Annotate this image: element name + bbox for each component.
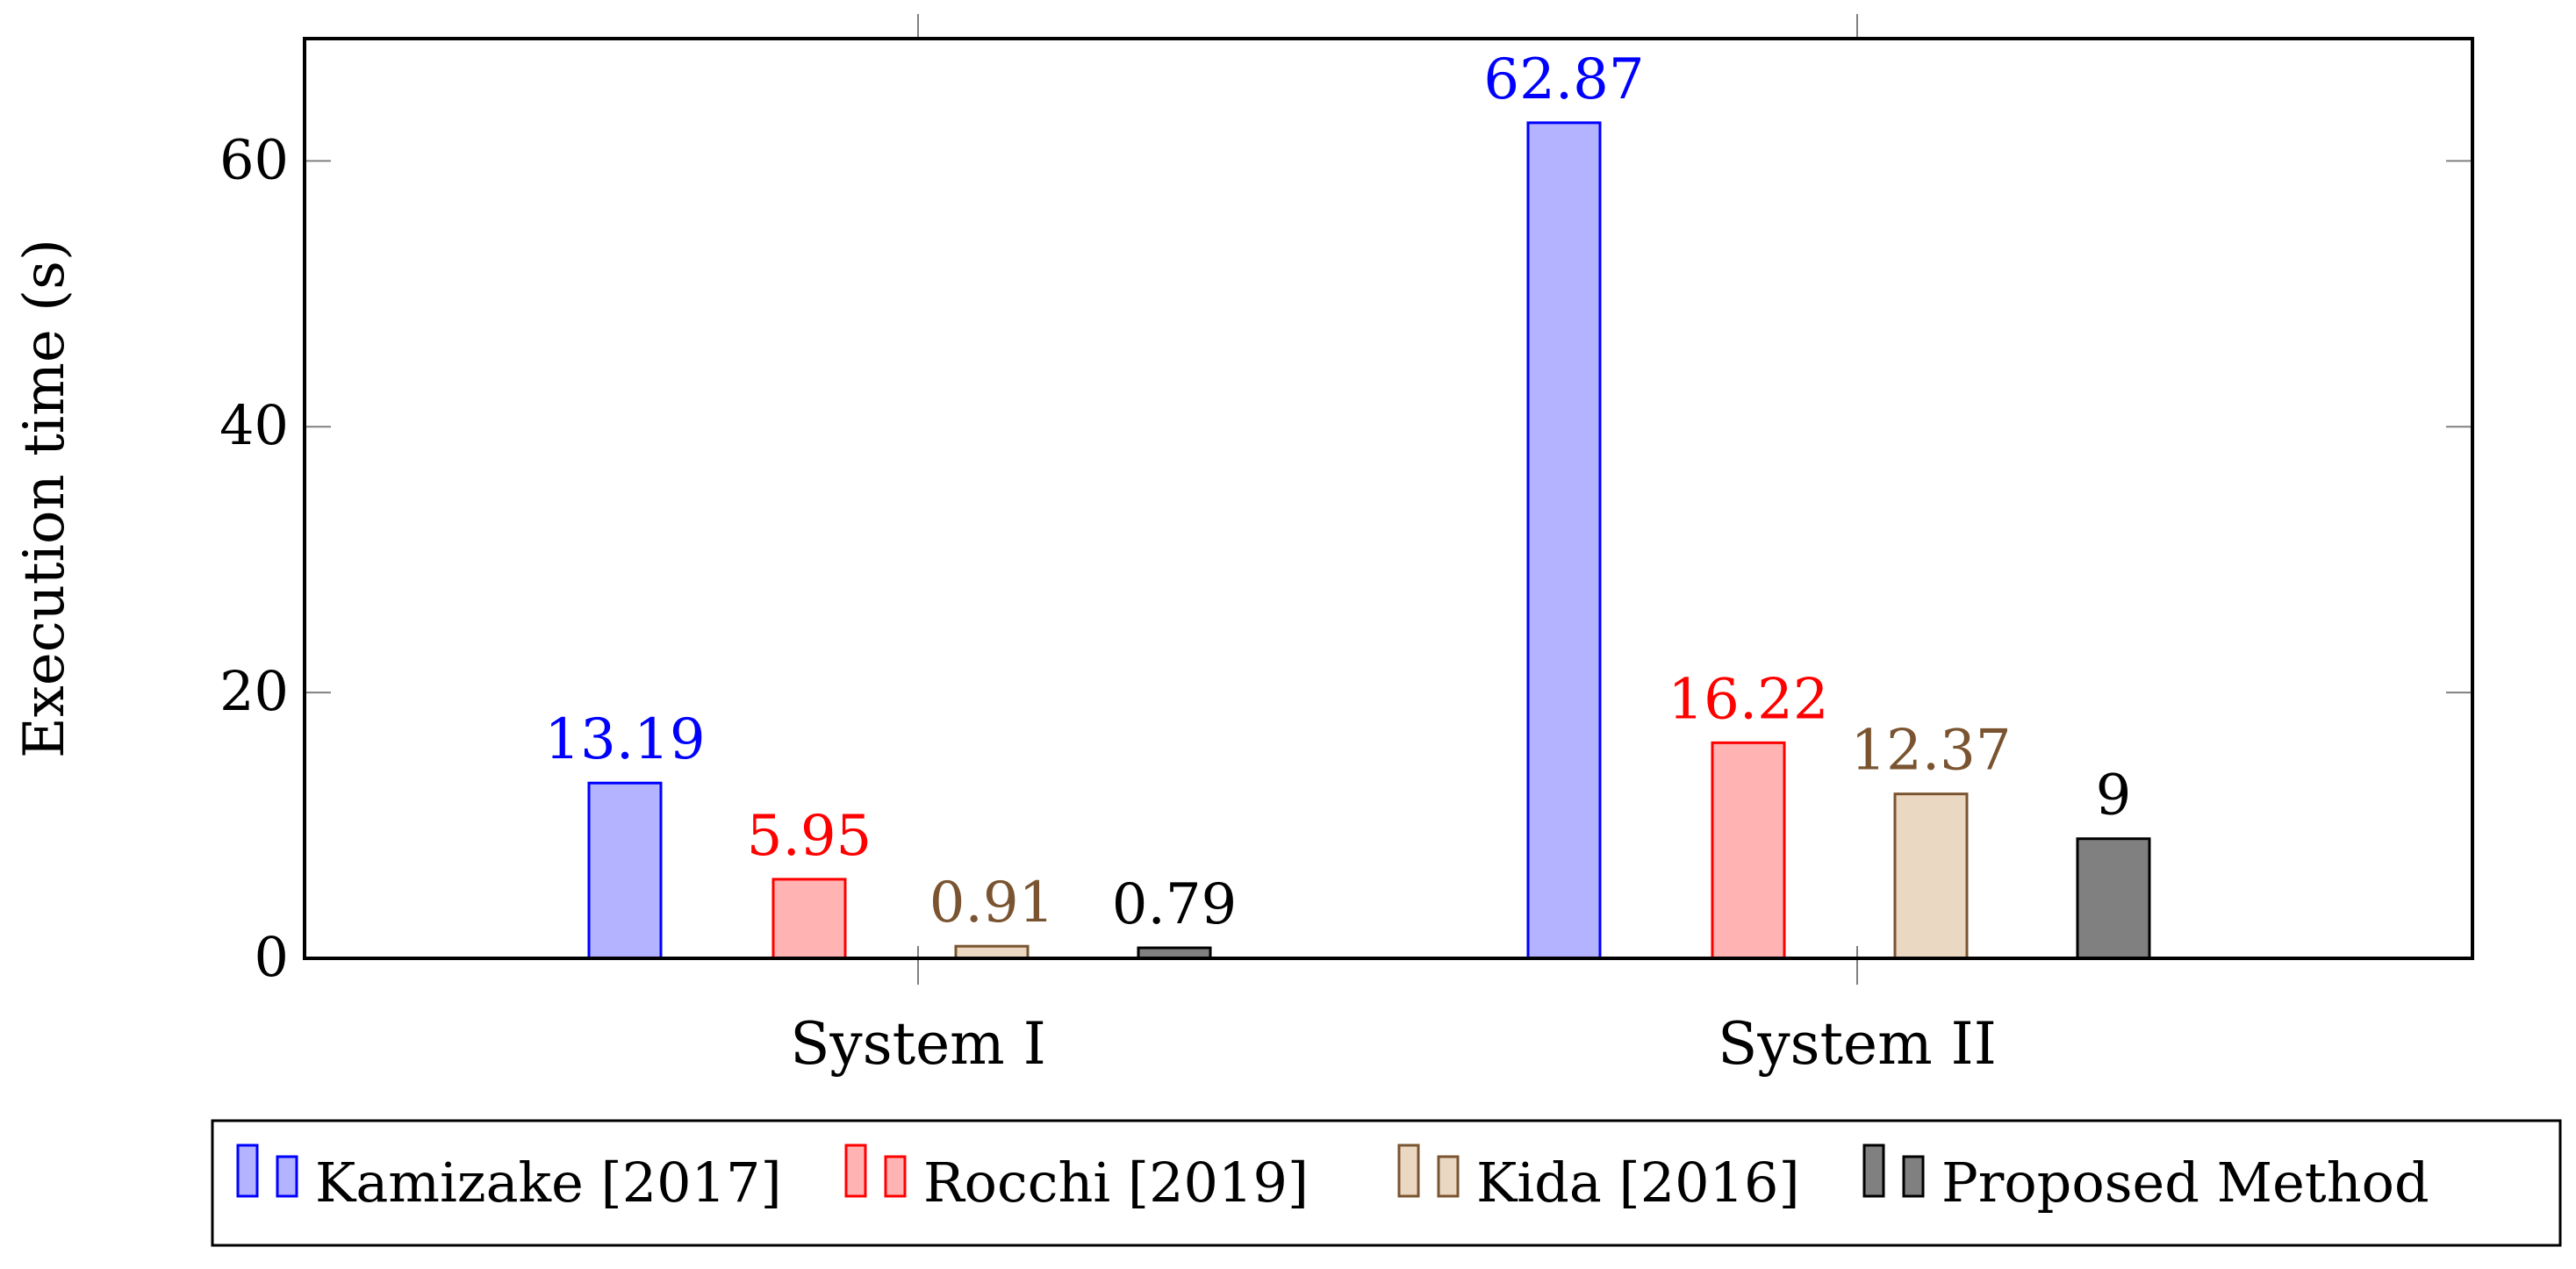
legend-label: Rocchi [2019] [923, 1151, 1309, 1215]
legend-swatch [1902, 1155, 1925, 1198]
legend-swatch [1437, 1155, 1460, 1198]
bar-2-1 [771, 878, 847, 960]
legend-box [211, 1119, 2562, 1247]
bar-3-2 [1893, 792, 1969, 960]
y-tick-label: 0 [255, 925, 289, 989]
plot-frame [303, 37, 2474, 960]
data-label: 12.37 [1850, 719, 2011, 784]
y-tick-label: 20 [219, 659, 289, 723]
data-label: 0.91 [929, 871, 1055, 936]
legend-swatch [844, 1144, 867, 1198]
legend-swatch [1862, 1144, 1885, 1198]
legend-label: Kamizake [2017] [315, 1151, 782, 1215]
y-axis-label: Execution time (s) [12, 239, 77, 758]
data-label: 9 [2096, 764, 2132, 828]
y-tick-label: 60 [219, 127, 289, 191]
data-label: 13.19 [544, 707, 705, 772]
bar-3-1 [954, 944, 1030, 960]
bar-1-1 [587, 781, 663, 960]
data-label: 0.79 [1112, 872, 1238, 937]
bar-4-2 [2076, 837, 2151, 960]
legend-label: Proposed Method [1941, 1151, 2429, 1215]
legend-swatch [276, 1155, 298, 1198]
x-category-label: System I [790, 1010, 1046, 1078]
bar-2-2 [1711, 741, 1786, 960]
data-label: 16.22 [1668, 667, 1828, 732]
legend-label: Kida [2016] [1476, 1151, 1800, 1215]
legend-swatch [884, 1155, 907, 1198]
bar-1-2 [1526, 121, 1602, 960]
data-label: 5.95 [747, 804, 872, 869]
legend-swatch [1397, 1144, 1420, 1198]
x-category-label: System II [1718, 1010, 1997, 1078]
data-label: 62.87 [1483, 47, 1644, 112]
y-tick-label: 40 [219, 393, 289, 457]
legend-swatch [236, 1144, 259, 1198]
